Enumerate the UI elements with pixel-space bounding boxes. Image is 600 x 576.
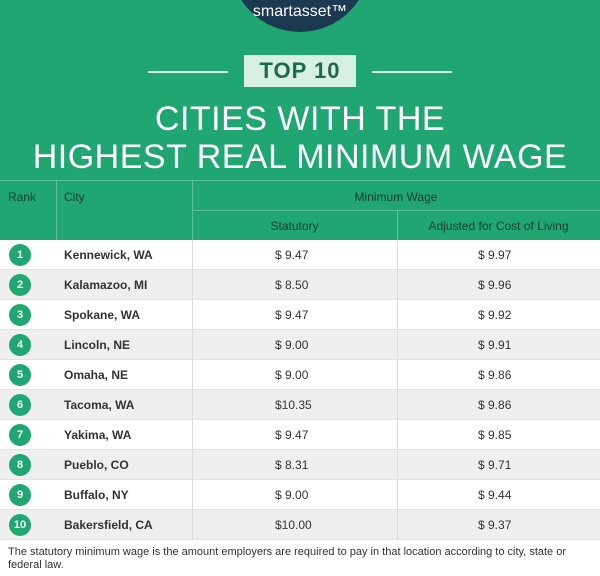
adjusted-wage: $ 9.44 — [478, 488, 512, 502]
separator — [192, 390, 193, 420]
separator — [192, 360, 193, 390]
separator — [397, 240, 398, 270]
separator — [397, 300, 398, 330]
rank-badge: 8 — [9, 454, 31, 476]
table-row: 5 Omaha, NE $ 9.00 $ 9.86 — [0, 360, 600, 390]
separator — [397, 480, 398, 510]
footnote: The statutory minimum wage is the amount… — [8, 546, 567, 571]
adjusted-wage: $ 9.91 — [478, 338, 512, 352]
city: Spokane, WA — [64, 308, 141, 322]
table-row: 6 Tacoma, WA $10.35 $ 9.86 — [0, 390, 600, 420]
statutory-wage: $10.00 — [275, 518, 312, 532]
separator — [192, 480, 193, 510]
separator — [192, 180, 193, 240]
statutory-wage: $ 9.47 — [275, 428, 309, 442]
table-row: 10 Bakersfield, CA $10.00 $ 9.37 — [0, 510, 600, 540]
city: Tacoma, WA — [64, 398, 135, 412]
table-row: 8 Pueblo, CO $ 8.31 $ 9.71 — [0, 450, 600, 480]
separator — [397, 420, 398, 450]
rank-badge: 6 — [9, 394, 31, 416]
statutory-wage: $ 9.47 — [275, 308, 309, 322]
statutory-wage: $ 8.50 — [275, 278, 309, 292]
badge: TOP 10 — [244, 55, 356, 87]
separator — [397, 510, 398, 540]
rule — [372, 71, 452, 73]
rank-badge: 4 — [9, 334, 31, 356]
table-row: 7 Yakima, WA $ 9.47 $ 9.85 — [0, 420, 600, 450]
city: Lincoln, NE — [64, 338, 130, 352]
separator — [397, 450, 398, 480]
separator — [397, 390, 398, 420]
column-header: City — [64, 190, 85, 204]
adjusted-wage: $ 9.97 — [478, 248, 512, 262]
statutory-wage: $ 9.00 — [275, 488, 309, 502]
separator — [397, 270, 398, 300]
table-row: 1 Kennewick, WA $ 9.47 $ 9.97 — [0, 240, 600, 270]
rank-badge: 3 — [9, 304, 31, 326]
column-header: Adjusted for Cost of Living — [428, 219, 569, 233]
separator — [192, 450, 193, 480]
rule — [148, 71, 228, 73]
city: Bakersfield, CA — [64, 518, 153, 532]
rank-badge: 9 — [9, 484, 31, 506]
adjusted-wage: $ 9.86 — [478, 398, 512, 412]
table-row: 4 Lincoln, NE $ 9.00 $ 9.91 — [0, 330, 600, 360]
rank-badge: 7 — [9, 424, 31, 446]
rank-badge: 10 — [9, 514, 31, 536]
statutory-wage: $ 9.00 — [275, 338, 309, 352]
title: CITIES WITH THE — [154, 100, 446, 138]
separator — [192, 240, 193, 270]
adjusted-wage: $ 9.85 — [478, 428, 512, 442]
separator — [192, 510, 193, 540]
rank-badge: 1 — [9, 244, 31, 266]
column-header: Rank — [8, 190, 37, 204]
statutory-wage: $ 9.00 — [275, 368, 309, 382]
rank-badge: 2 — [9, 274, 31, 296]
adjusted-wage: $ 9.71 — [478, 458, 512, 472]
city: Omaha, NE — [64, 368, 129, 382]
separator — [192, 420, 193, 450]
separator — [192, 300, 193, 330]
separator — [397, 330, 398, 360]
table-row: 9 Buffalo, NY $ 9.00 $ 9.44 — [0, 480, 600, 510]
city: Yakima, WA — [64, 428, 132, 442]
column-header: Minimum Wage — [354, 190, 438, 204]
header-band — [0, 0, 600, 240]
adjusted-wage: $ 9.37 — [478, 518, 512, 532]
divider — [192, 210, 600, 211]
statutory-wage: $ 8.31 — [275, 458, 309, 472]
table-row: 3 Spokane, WA $ 9.47 $ 9.92 — [0, 300, 600, 330]
separator — [397, 360, 398, 390]
table-row: 2 Kalamazoo, MI $ 8.50 $ 9.96 — [0, 270, 600, 300]
statutory-wage: $ 9.47 — [275, 248, 309, 262]
divider — [0, 180, 600, 181]
adjusted-wage: $ 9.96 — [478, 278, 512, 292]
title: HIGHEST REAL MINIMUM WAGE — [32, 138, 568, 176]
city: Pueblo, CO — [64, 458, 129, 472]
column-header: Statutory — [270, 219, 319, 233]
separator — [192, 330, 193, 360]
city: Buffalo, NY — [64, 488, 129, 502]
separator — [397, 210, 398, 240]
adjusted-wage: $ 9.86 — [478, 368, 512, 382]
rank-badge: 5 — [9, 364, 31, 386]
separator — [192, 270, 193, 300]
separator — [56, 180, 57, 240]
city: Kalamazoo, MI — [64, 278, 148, 292]
statutory-wage: $10.35 — [275, 398, 312, 412]
city: Kennewick, WA — [64, 248, 153, 262]
adjusted-wage: $ 9.92 — [478, 308, 512, 322]
